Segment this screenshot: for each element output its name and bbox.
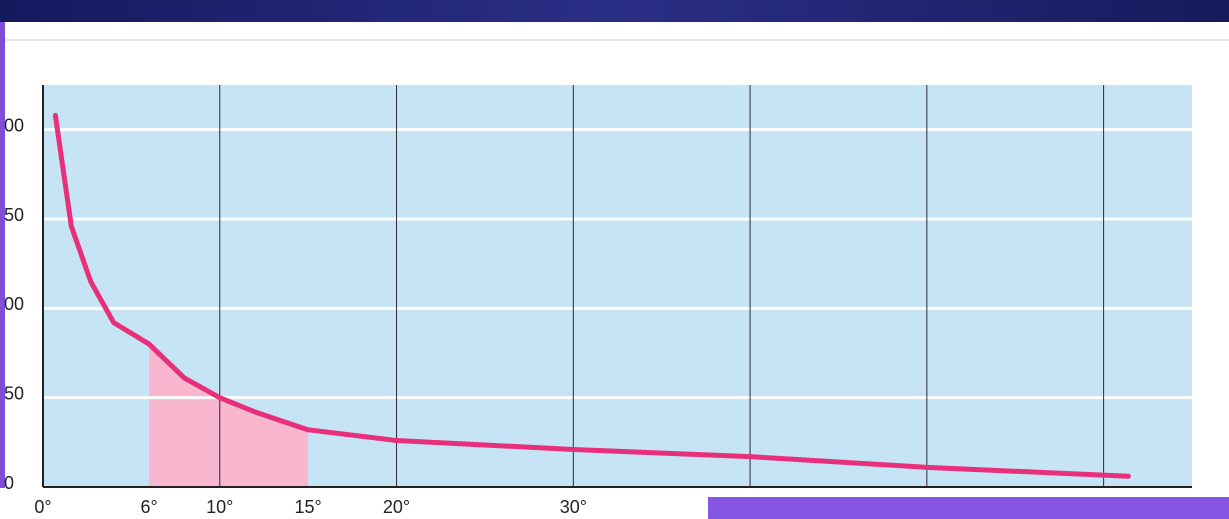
curve bbox=[52, 112, 1131, 479]
y-tick-label: 0 bbox=[4, 473, 14, 493]
y-tick-label: 50 bbox=[4, 383, 24, 403]
overlay-box bbox=[708, 497, 1229, 519]
x-tick-label: 15° bbox=[295, 497, 322, 517]
plot: 00 50 00 50 0 0° 6° 10° 15° 20° 30° bbox=[4, 85, 1192, 517]
title-band bbox=[0, 0, 1229, 22]
y-tick-label: 50 bbox=[4, 205, 24, 225]
x-tick-label: 0° bbox=[34, 497, 51, 517]
x-tick-label: 20° bbox=[383, 497, 410, 517]
x-tick-label: 30° bbox=[560, 497, 587, 517]
x-tick-label: 10° bbox=[206, 497, 233, 517]
x-tick-label: 6° bbox=[140, 497, 157, 517]
y-tick-label: 00 bbox=[4, 294, 24, 314]
y-tick-label: 00 bbox=[4, 115, 24, 135]
shaded-area bbox=[149, 344, 309, 487]
side-bar bbox=[0, 22, 5, 488]
